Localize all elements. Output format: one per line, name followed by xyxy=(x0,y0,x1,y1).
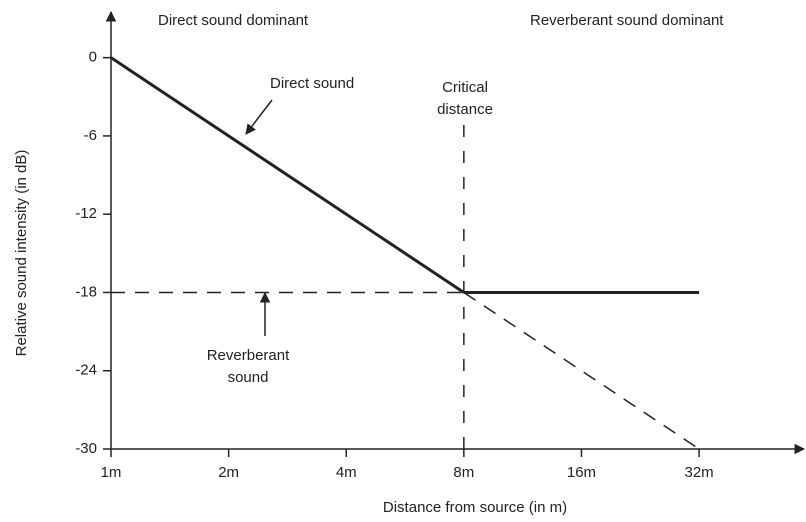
x-tick-label: 4m xyxy=(336,464,357,481)
annotation-arrow xyxy=(245,99,273,135)
x-axis-label: Distance from source (in m) xyxy=(383,499,567,516)
x-tick-label: 2m xyxy=(218,464,239,481)
y-tick-label: -6 xyxy=(84,127,97,144)
y-tick-label: -12 xyxy=(75,205,97,222)
series-line xyxy=(463,291,700,450)
annotation: sound xyxy=(228,369,269,386)
y-tick-label: -18 xyxy=(75,283,97,300)
x-tick-label: 16m xyxy=(567,464,596,481)
annotation: Reverberant xyxy=(207,347,290,364)
x-tick-label: 32m xyxy=(684,464,713,481)
series-line xyxy=(110,56,465,294)
x-tick-label: 1m xyxy=(101,464,122,481)
annotation: Direct sound xyxy=(270,75,354,92)
annotation: Critical xyxy=(442,79,488,96)
x-tick-label: 8m xyxy=(453,464,474,481)
annotation: Direct sound dominant xyxy=(158,12,309,29)
y-axis-label: Relative sound intensity (in dB) xyxy=(13,150,30,357)
y-tick-label: -30 xyxy=(75,440,97,457)
annotation: distance xyxy=(437,101,493,118)
annotation: Reverberant sound dominant xyxy=(530,12,724,29)
y-tick-label: 0 xyxy=(89,49,97,66)
y-tick-label: -24 xyxy=(75,362,97,379)
